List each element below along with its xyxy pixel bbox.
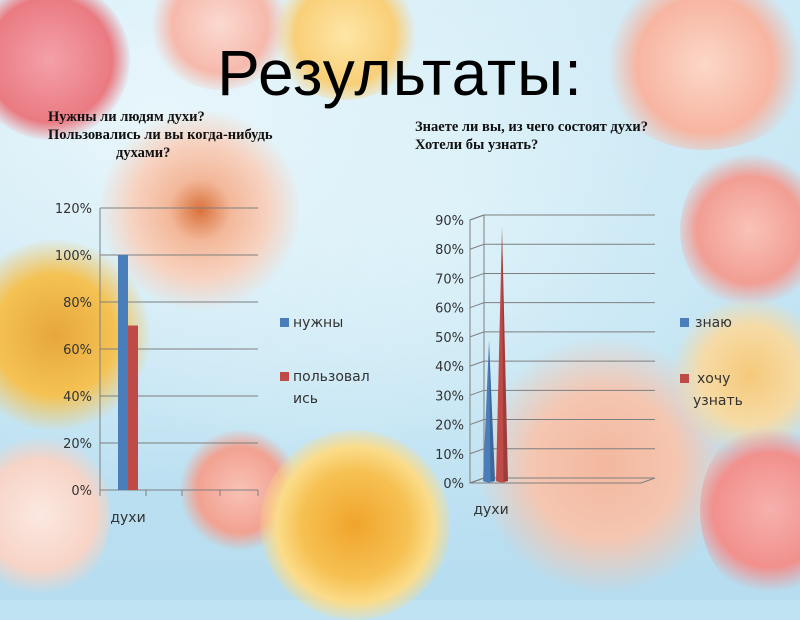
flower-decoration <box>270 0 420 100</box>
flower-decoration <box>100 110 300 310</box>
y-tick-label: 100% <box>55 249 92 264</box>
legend-label-znayu: знаю <box>695 315 732 331</box>
questions-right: Знаете ли вы, из чего состоят духи? Хоте… <box>415 118 765 154</box>
gridline <box>469 360 655 367</box>
y-tick-label: 80% <box>435 243 464 258</box>
question-line: Знаете ли вы, из чего состоят духи? <box>415 119 648 135</box>
cone-shade <box>489 340 495 481</box>
y-tick-label: 120% <box>55 202 92 217</box>
y-tick-label: 20% <box>63 437 92 452</box>
legend-label-khochu-uznat: хочу узнать <box>693 371 743 409</box>
questions-left: Нужны ли людям духи? Пользовались ли вы … <box>48 108 378 162</box>
y-tick-label: 20% <box>435 419 464 434</box>
gridline <box>469 214 655 221</box>
legend-swatch-znayu <box>680 318 689 327</box>
flower-decoration <box>260 430 450 620</box>
gridline <box>469 272 655 279</box>
y-tick-label: 60% <box>435 302 464 317</box>
gridline <box>469 302 655 309</box>
gridline <box>469 448 655 455</box>
flower-decoration <box>600 0 800 150</box>
bar-polzovalis <box>128 325 138 490</box>
cone-shade <box>502 226 508 481</box>
question-line: Пользовались ли вы когда-нибудь <box>48 127 273 143</box>
legend-swatch-khochu-uznat <box>680 374 689 383</box>
cone-khochu-uznat <box>496 226 508 483</box>
gridline <box>469 419 655 426</box>
y-tick-label: 60% <box>63 343 92 358</box>
x-category-label: духи <box>110 510 145 526</box>
gridline <box>469 243 655 250</box>
y-tick-label: 40% <box>435 360 464 375</box>
y-tick-label: 50% <box>435 331 464 346</box>
gridline <box>469 331 655 338</box>
y-tick-label: 40% <box>63 390 92 405</box>
legend-label-line: ись <box>293 391 318 407</box>
legend-label-line: пользовал <box>293 369 370 385</box>
y-tick-label: 10% <box>435 448 464 463</box>
bar-nuzhny <box>118 255 128 490</box>
legend-swatch-polzovalis <box>280 372 289 381</box>
x-category-label: духи <box>473 502 508 518</box>
y-tick-label: 0% <box>71 484 92 499</box>
flower-decoration <box>0 430 110 600</box>
legend-label-line: хочу <box>697 371 730 387</box>
legend-label-polzovalis: пользовал ись <box>293 369 370 407</box>
legend-swatch-nuzhny <box>280 318 289 327</box>
y-tick-label: 80% <box>63 296 92 311</box>
flower-decoration <box>680 150 800 310</box>
y-tick-label: 0% <box>443 477 464 492</box>
question-line: Нужны ли людям духи? <box>48 109 205 125</box>
cone-znayu <box>483 340 495 483</box>
chart-side-wall <box>469 214 485 484</box>
y-tick-label: 70% <box>435 272 464 287</box>
question-line: духами? <box>116 145 171 161</box>
legend-label-line: узнать <box>693 393 743 409</box>
chart-knowledge-and-interest: 0% 10% 20% 30% 40% 50% 60% 70% 80% 90% духи знаю хоч… <box>435 214 743 518</box>
legend-label-nuzhny: нужны <box>293 315 343 331</box>
gridline <box>469 389 655 396</box>
page-title: Результаты: <box>217 37 583 109</box>
y-tick-label: 90% <box>435 214 464 229</box>
chart-needs-and-usage: 0% 20% 40% 60% 80% 100% 120% духи нужны пользовал… <box>55 202 370 526</box>
y-tick-label: 30% <box>435 389 464 404</box>
question-line: Хотели бы узнать? <box>415 137 539 153</box>
